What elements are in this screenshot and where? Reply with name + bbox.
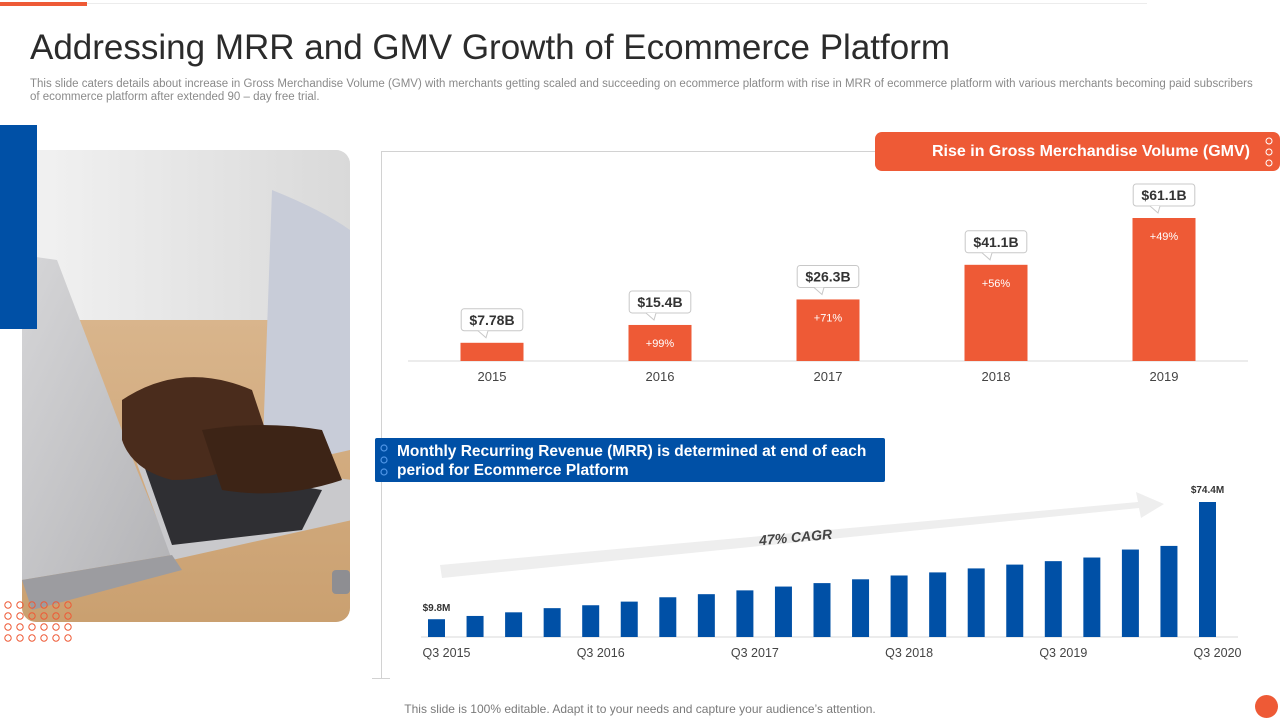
gmv-value-label: $7.78B	[469, 312, 514, 328]
gmv-title-banner: Rise in Gross Merchandise Volume (GMV)	[875, 132, 1280, 171]
mrr-bar	[813, 583, 831, 637]
mrr-bar	[967, 568, 985, 637]
gmv-value-label: $15.4B	[637, 294, 682, 310]
top-accent-bar	[0, 2, 87, 6]
mrr-first-value: $9.8M	[423, 603, 451, 614]
mrr-quarter-tick: Q3 2017	[731, 646, 779, 660]
cagr-arrow-icon	[440, 492, 1164, 578]
gmv-value-callout	[796, 264, 860, 288]
slide-title: Addressing MRR and GMV Growth of Ecommer…	[30, 28, 951, 67]
gmv-chart-title: Rise in Gross Merchandise Volume (GMV)	[932, 143, 1250, 160]
gmv-growth-label: +71%	[814, 312, 843, 324]
mrr-bar	[697, 594, 715, 637]
banner-dots-icon	[380, 444, 388, 476]
mrr-bar	[1006, 564, 1024, 637]
gmv-year-tick: 2016	[646, 369, 675, 384]
top-divider	[87, 3, 1147, 4]
mrr-quarter-tick: Q3 2018	[885, 646, 933, 660]
gmv-bar	[796, 299, 860, 361]
mrr-quarter-tick: Q3 2016	[577, 646, 625, 660]
pill-dots-icon	[1265, 137, 1273, 167]
gmv-bar	[460, 342, 524, 361]
mrr-bar	[1199, 502, 1216, 637]
mrr-chart-title: Monthly Recurring Revenue (MRR) is deter…	[397, 443, 867, 479]
mrr-bar	[582, 605, 600, 637]
mrr-bar	[1160, 545, 1178, 637]
mrr-last-value: $74.4M	[1191, 485, 1224, 496]
footer-note: This slide is 100% editable. Adapt it to…	[404, 702, 876, 716]
gmv-growth-label: +99%	[646, 338, 675, 350]
gmv-value-label: $26.3B	[805, 268, 850, 284]
callout-pointer	[645, 312, 657, 321]
callout-pointer	[1149, 205, 1161, 214]
corner-accent-circle	[1255, 695, 1278, 718]
chart-frame-left	[381, 151, 382, 679]
mrr-bar	[890, 575, 908, 637]
slide-subtitle: This slide caters details about increase…	[30, 78, 1253, 103]
chart-frame-bottom	[372, 678, 390, 679]
gmv-year-tick: 2019	[1150, 369, 1179, 384]
gmv-year-tick: 2018	[982, 369, 1011, 384]
mrr-bar	[659, 597, 677, 637]
mrr-bar	[1044, 561, 1062, 637]
callout-pointer	[813, 287, 825, 296]
mrr-bar	[1083, 557, 1101, 637]
callout-pointer	[981, 252, 993, 261]
decorative-dot-grid	[4, 601, 72, 642]
mrr-bar	[929, 572, 947, 637]
mrr-quarter-tick: Q3 2019	[1039, 646, 1087, 660]
gmv-year-tick: 2017	[814, 369, 843, 384]
mrr-bar	[774, 586, 792, 637]
chart-frame-top	[381, 151, 881, 152]
mrr-bar	[466, 615, 484, 637]
gmv-value-callout	[1132, 183, 1196, 207]
gmv-value-callout	[460, 308, 524, 332]
mrr-title-banner: Monthly Recurring Revenue (MRR) is deter…	[375, 438, 885, 482]
gmv-bar	[964, 264, 1028, 361]
left-accent-block	[0, 125, 37, 329]
mrr-quarter-tick: Q3 2020	[1194, 646, 1242, 660]
mrr-bar	[1121, 549, 1139, 637]
mrr-bar	[505, 612, 523, 637]
mrr-bar	[852, 579, 870, 637]
mrr-bar	[543, 608, 561, 637]
gmv-bar	[1132, 218, 1196, 361]
gmv-value-label: $61.1B	[1141, 187, 1186, 203]
gmv-growth-label: +56%	[982, 278, 1011, 290]
gmv-growth-label: +49%	[1150, 231, 1179, 243]
gmv-bar	[628, 324, 692, 361]
gmv-value-callout	[628, 290, 692, 314]
gmv-value-label: $41.1B	[973, 234, 1018, 250]
laptop-typing-photo	[22, 150, 350, 622]
mrr-quarter-tick: Q3 2015	[423, 646, 471, 660]
gmv-value-callout	[964, 230, 1028, 254]
mrr-bar	[736, 590, 754, 637]
gmv-year-tick: 2015	[478, 369, 507, 384]
callout-pointer	[477, 330, 489, 339]
mrr-bar	[428, 619, 445, 637]
cagr-label: 47% CAGR	[757, 526, 833, 548]
mrr-bar	[620, 601, 638, 637]
